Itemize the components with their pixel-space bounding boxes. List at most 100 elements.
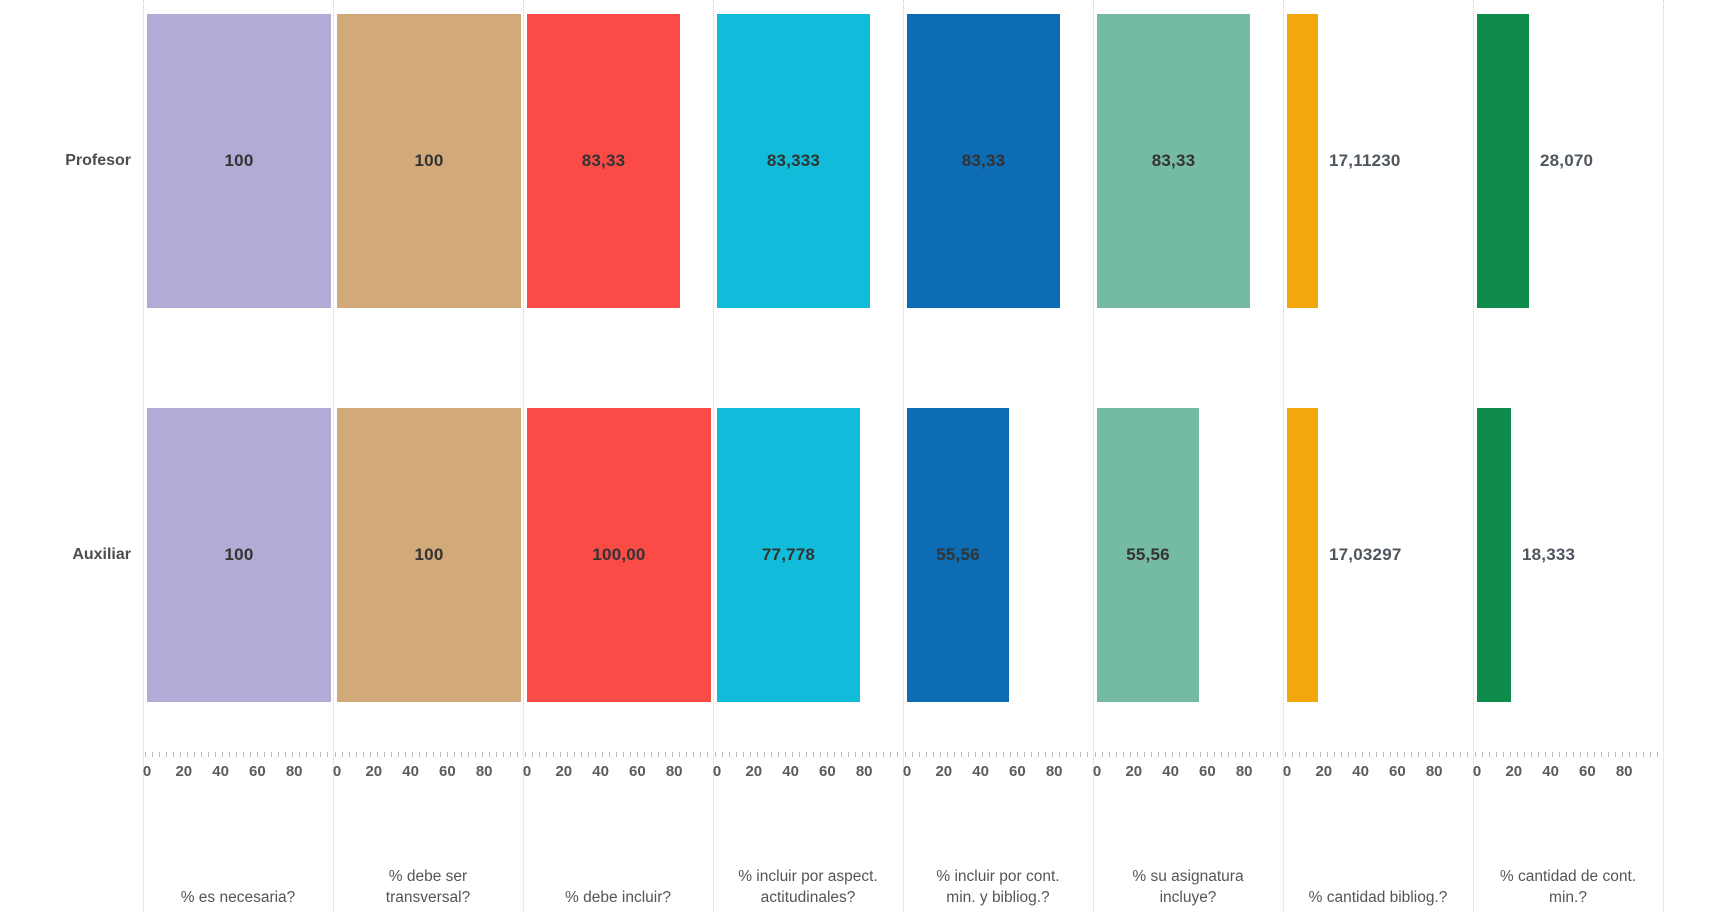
axis-tick-label: 20 <box>175 763 193 780</box>
axis-tick-strip <box>1285 752 1470 757</box>
axis-tick-label: 60 <box>629 763 646 780</box>
axis-tick-label: 60 <box>1009 763 1026 780</box>
axis-tick-label: 80 <box>1425 763 1443 780</box>
bar-value-label: 18,333 <box>1522 545 1576 564</box>
bar-value-label: 55,56 <box>936 545 980 564</box>
panel-title: % cantidad bibliog.? <box>1308 889 1448 906</box>
panel-title: % debe incluir? <box>565 889 671 906</box>
bar-value-label: 55,56 <box>1126 545 1170 564</box>
bar-value-label: 83,33 <box>961 151 1006 170</box>
bar <box>147 408 331 702</box>
axis-tick-strip <box>1475 752 1660 757</box>
panel-title: % incluir por cont. min. y bibliog.? <box>936 868 1060 906</box>
bar-value-label: 83,333 <box>766 151 821 170</box>
axis-tick-label: 0 <box>1092 763 1102 780</box>
bar <box>337 408 521 702</box>
panel-separator <box>1283 0 1284 912</box>
bar <box>717 14 870 308</box>
panel-separator <box>903 0 904 912</box>
axis-tick-label: 60 <box>1579 763 1596 780</box>
axis-tick-label: 20 <box>1125 763 1143 780</box>
bar-value-label: 100 <box>224 151 254 170</box>
panel-title: % su asignatura incluye? <box>1132 868 1244 906</box>
axis-tick-label: 40 <box>592 763 609 780</box>
bar <box>527 14 680 308</box>
axis-tick-label: 20 <box>745 763 763 780</box>
axis-tick-label: 80 <box>475 763 493 780</box>
axis-tick-label: 0 <box>902 763 912 780</box>
axis-tick-label: 20 <box>555 763 573 780</box>
row-label: Profesor <box>65 152 131 169</box>
panel-title: % debe ser transversal? <box>385 868 471 906</box>
axis-tick-label: 60 <box>1199 763 1216 780</box>
axis-tick-strip <box>715 752 900 757</box>
bar-value-label: 17,03297 <box>1329 545 1402 564</box>
bar <box>717 408 860 702</box>
axis-tick-label: 0 <box>332 763 342 780</box>
axis-tick-strip <box>525 752 710 757</box>
axis-tick-label: 60 <box>249 763 266 780</box>
bar-value-label: 17,11230 <box>1329 151 1401 170</box>
axis-tick-label: 20 <box>365 763 383 780</box>
panel-title: % incluir por aspect. actitudinales? <box>738 868 878 906</box>
axis-tick-label: 0 <box>1472 763 1482 780</box>
axis-tick-label: 20 <box>935 763 953 780</box>
panel-title: % es necesaria? <box>180 889 296 906</box>
panel-title: % cantidad de cont. min.? <box>1499 868 1637 906</box>
bar-value-label: 100 <box>224 545 254 564</box>
bar <box>147 14 331 308</box>
axis-tick-label: 0 <box>1282 763 1292 780</box>
axis-tick-label: 80 <box>855 763 873 780</box>
axis-tick-label: 40 <box>972 763 989 780</box>
panel-separator <box>1093 0 1094 912</box>
bar-value-label: 100,00 <box>592 545 646 564</box>
axis-tick-label: 0 <box>142 763 152 780</box>
axis-tick-label: 20 <box>1505 763 1523 780</box>
bar-value-label: 28,070 <box>1540 151 1594 170</box>
axis-tick-label: 80 <box>285 763 303 780</box>
axis-tick-strip <box>145 752 330 757</box>
bar <box>527 408 711 702</box>
bar <box>907 14 1060 308</box>
panel-separator <box>333 0 334 912</box>
row-label: Auxiliar <box>72 546 131 563</box>
bar-value-label: 100 <box>414 545 444 564</box>
bar <box>1097 14 1250 308</box>
panel-separator <box>1473 0 1474 912</box>
axis-tick-label: 0 <box>712 763 722 780</box>
axis-tick-strip <box>335 752 520 757</box>
axis-tick-strip <box>905 752 1090 757</box>
axis-tick-label: 60 <box>819 763 836 780</box>
bar <box>1287 14 1318 308</box>
bar <box>1477 408 1511 702</box>
bar <box>907 408 1009 702</box>
axis-tick-label: 0 <box>522 763 532 780</box>
panel-separator <box>1663 0 1664 912</box>
axis-tick-label: 40 <box>402 763 419 780</box>
panel-separator <box>143 0 144 912</box>
bar-value-label: 83,33 <box>581 151 626 170</box>
axis-tick-label: 20 <box>1315 763 1333 780</box>
axis-tick-label: 40 <box>1542 763 1559 780</box>
axis-tick-label: 60 <box>439 763 456 780</box>
panel-separator <box>713 0 714 912</box>
axis-tick-label: 80 <box>1045 763 1063 780</box>
axis-tick-label: 80 <box>665 763 683 780</box>
axis-tick-label: 80 <box>1235 763 1253 780</box>
bar <box>337 14 521 308</box>
axis-tick-label: 80 <box>1615 763 1633 780</box>
bar-value-label: 77,778 <box>761 545 816 564</box>
axis-tick-label: 60 <box>1389 763 1406 780</box>
bar <box>1097 408 1199 702</box>
axis-tick-label: 40 <box>212 763 229 780</box>
bar <box>1477 14 1529 308</box>
panel-separator <box>523 0 524 912</box>
axis-tick-label: 40 <box>782 763 799 780</box>
axis-tick-label: 40 <box>1162 763 1179 780</box>
axis-tick-label: 40 <box>1352 763 1369 780</box>
bar-value-label: 100 <box>414 151 444 170</box>
bar-value-label: 83,33 <box>1151 151 1196 170</box>
axis-tick-strip <box>1095 752 1280 757</box>
bar <box>1287 408 1318 702</box>
